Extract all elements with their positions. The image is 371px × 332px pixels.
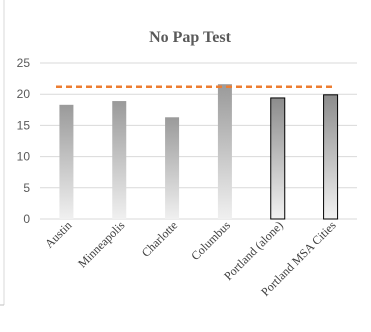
- bar-portland-msa-cities: [323, 94, 339, 220]
- x-category-label: Charlotte: [139, 218, 180, 259]
- y-tick-label: 15: [17, 118, 31, 132]
- y-axis-tick-labels: 0 5 10 15 20 25: [17, 56, 31, 226]
- gridlines: [40, 62, 357, 220]
- bar-portland-alone: [270, 97, 286, 220]
- x-category-label: Minneapolis: [75, 218, 128, 271]
- bars: [59, 84, 339, 220]
- bar-austin: [59, 104, 74, 219]
- y-tick-label: 20: [17, 87, 31, 101]
- bar-minneapolis: [112, 101, 127, 219]
- x-category-label: Austin: [42, 218, 75, 251]
- bar-columbus: [217, 84, 232, 219]
- x-category-label: Columbus: [188, 218, 233, 263]
- y-tick-label: 0: [23, 212, 30, 226]
- x-axis-category-labels: Austin Minneapolis Charlotte ColumbusPortla…: [42, 218, 339, 299]
- y-tick-label: 10: [17, 150, 31, 164]
- y-tick-label: 5: [23, 181, 30, 195]
- chart-title: No Pap Test: [149, 29, 231, 46]
- y-tick-label: 25: [17, 56, 31, 70]
- bar-charlotte: [165, 117, 180, 219]
